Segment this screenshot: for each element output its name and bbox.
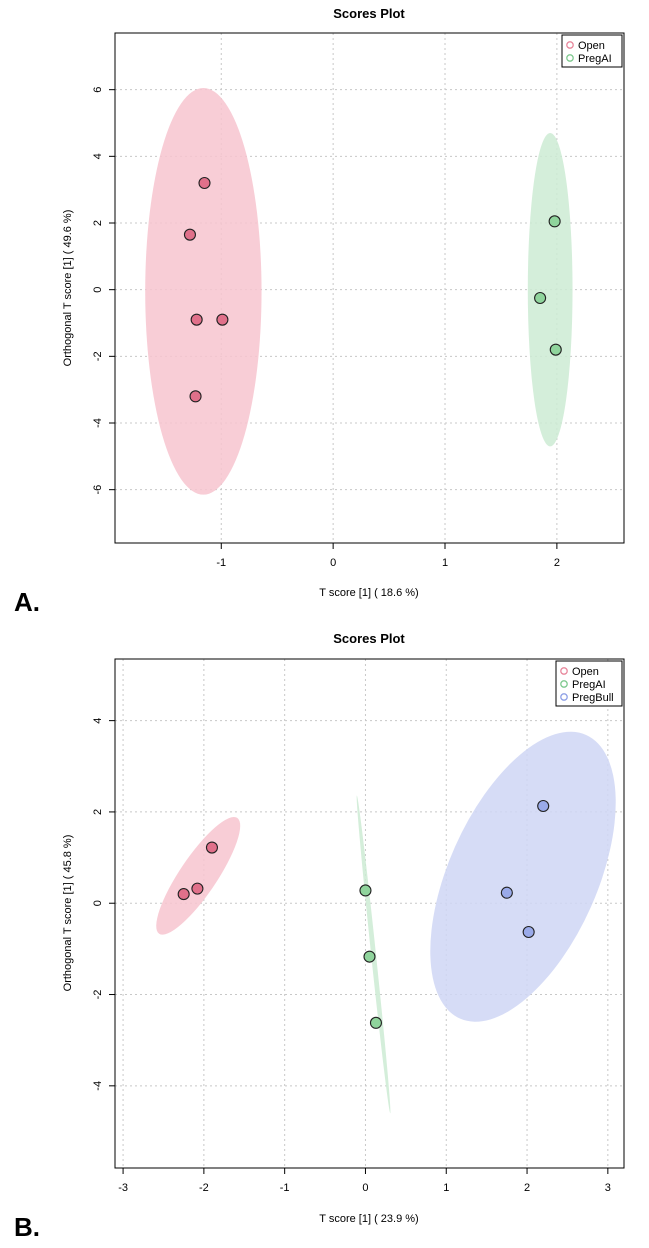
panel-b-xlabel: T score [1] ( 23.9 %) (319, 1213, 418, 1225)
panel-a-legend-marker-open (566, 41, 574, 49)
panel-a-label: A. (14, 587, 40, 617)
panel-b-point-pregbull (522, 925, 535, 939)
panel-b: Scores Plot T score [1] ( 23.9 %) Orthog… (14, 631, 625, 1242)
panel-a-legend-box (561, 34, 623, 68)
panel-a-title: Scores Plot (333, 6, 405, 21)
panel-b-legend-label-pregai: PregAI (572, 679, 606, 691)
panel-a-ytick-label: 0 (92, 287, 104, 293)
panel-a-point-open (216, 313, 229, 326)
panel-a-ytick-label: -2 (92, 351, 104, 361)
panel-b-ylabel: Orthogonal T score [1] ( 45.8 %) (62, 835, 74, 992)
panel-a-legend-marker-pregai (566, 54, 574, 62)
panel-a-point-open (189, 390, 202, 403)
panel-b-point-pregai (369, 1016, 383, 1029)
panel-a-xlabel: T score [1] ( 18.6 %) (319, 587, 418, 599)
panel-b-point-pregai (359, 884, 372, 897)
panel-a-point-open (190, 313, 203, 326)
panel-a: Scores Plot T score [1] ( 18.6 %) Orthog… (14, 6, 625, 617)
panel-a-xtick-label: 2 (554, 557, 560, 569)
panel-b-legend-label-pregbull: PregBull (572, 692, 614, 704)
panel-b-point-pregbull (537, 799, 550, 813)
panel-b-xtick-label: 3 (605, 1182, 611, 1194)
panel-b-xtick-label: -2 (199, 1182, 209, 1194)
panel-a-point-pregai (549, 343, 562, 356)
panel-a-legend-label-pregai: PregAI (578, 53, 612, 65)
panel-b-point-open (177, 888, 190, 901)
panel-b-legend-label-open: Open (572, 666, 599, 678)
panel-a-ytick-label: -6 (92, 485, 104, 495)
panel-a-ytick-label: 2 (92, 220, 104, 226)
panel-b-legend-marker-pregai (560, 680, 568, 688)
panel-b-xtick-label: 2 (524, 1182, 530, 1194)
panel-b-xtick-label: -1 (280, 1182, 290, 1194)
panel-b-point-pregbull (500, 886, 513, 899)
panel-b-xtick-label: -3 (118, 1182, 128, 1194)
panel-b-legend-marker-pregbull (560, 693, 568, 701)
panel-b-ytick-label: -2 (92, 990, 104, 1000)
panel-b-point-open (205, 841, 219, 854)
panel-a-ylabel: Orthogonal T score [1] ( 49.6 %) (62, 210, 74, 367)
panel-b-ellipse-pregbull (430, 731, 616, 1022)
panel-b-title: Scores Plot (333, 631, 405, 646)
panel-a-point-pregai (548, 215, 561, 228)
panel-b-ytick-label: -4 (92, 1081, 104, 1091)
panel-a-xtick-label: 0 (330, 557, 336, 569)
panel-a-plot-frame (114, 32, 625, 544)
panel-b-ytick-label: 4 (92, 718, 104, 724)
panel-a-point-open (198, 176, 211, 190)
panel-b-point-pregai (363, 950, 376, 963)
panel-a-xtick-label: 1 (442, 557, 448, 569)
panel-b-ellipse-open (156, 817, 241, 935)
panel-a-ellipse-pregai (527, 132, 573, 447)
panel-b-ytick-label: 0 (92, 900, 104, 906)
panel-b-legend-marker-open (560, 667, 568, 675)
panel-a-point-pregai (534, 291, 547, 305)
panel-a-legend-label-open: Open (578, 40, 605, 52)
panel-b-plot-frame (114, 658, 625, 1169)
panel-a-point-open (183, 228, 197, 241)
panel-b-ytick-label: 2 (92, 809, 104, 815)
panel-a-ellipse-open (145, 88, 262, 495)
panel-b-point-open (191, 882, 204, 895)
panel-a-xtick-label: -1 (216, 557, 226, 569)
panel-b-xtick-label: 1 (443, 1182, 449, 1194)
panel-a-ytick-label: 6 (92, 87, 104, 93)
panel-b-xtick-label: 0 (362, 1182, 368, 1194)
panel-a-ytick-label: 4 (92, 153, 104, 159)
panel-b-label: B. (14, 1212, 40, 1242)
panel-a-ytick-label: -4 (92, 418, 104, 428)
